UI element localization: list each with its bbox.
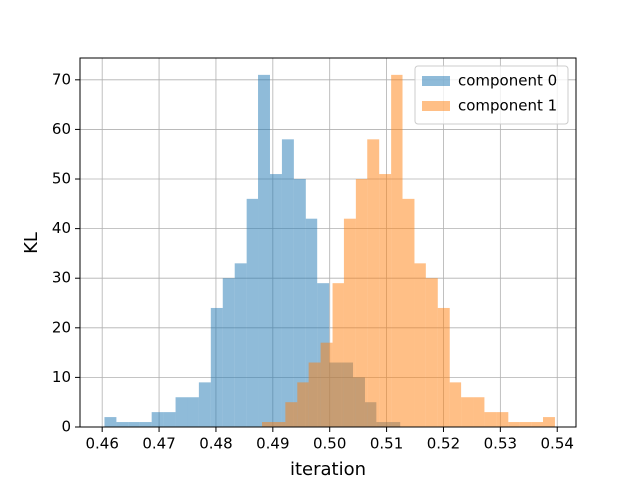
- histogram-bar: [175, 397, 188, 427]
- x-tick-label: 0.54: [541, 435, 574, 453]
- histogram-bar: [246, 198, 259, 427]
- histogram-bar: [519, 422, 532, 427]
- legend-swatch: [422, 101, 450, 111]
- legend-swatch: [422, 76, 450, 86]
- histogram-bar: [461, 397, 474, 427]
- histogram-bar: [139, 422, 152, 427]
- histogram-bar: [285, 402, 298, 427]
- histogram-bar: [355, 179, 368, 427]
- histogram-bar: [116, 422, 129, 427]
- histogram-bar: [273, 422, 286, 427]
- legend-label: component 0: [458, 72, 557, 90]
- histogram-bar: [234, 263, 247, 427]
- histogram-bar: [402, 198, 415, 427]
- y-tick-label: 10: [52, 368, 71, 386]
- histogram-bar: [269, 174, 282, 427]
- histogram-bar: [343, 218, 356, 427]
- x-axis-label: iteration: [290, 459, 366, 480]
- y-tick-label: 0: [61, 418, 71, 436]
- legend: component 0 component 1: [414, 65, 569, 125]
- histogram-bar: [305, 218, 318, 427]
- histogram-bar: [258, 74, 270, 427]
- histogram-bar: [293, 179, 306, 427]
- y-tick-label: 50: [52, 170, 71, 188]
- histogram-bar: [297, 382, 309, 427]
- histogram-bar: [222, 278, 235, 427]
- histogram-bar: [379, 174, 392, 427]
- histogram-bar: [163, 412, 176, 427]
- histogram-bar: [198, 382, 211, 427]
- histogram-bar: [391, 74, 403, 427]
- histogram-bar: [496, 412, 509, 427]
- x-tick-label: 0.46: [85, 435, 118, 453]
- histogram-bar: [449, 382, 462, 427]
- x-tick-label: 0.53: [484, 435, 517, 453]
- histogram-bar: [367, 139, 380, 427]
- y-tick-label: 30: [52, 269, 71, 287]
- histogram-bar: [104, 417, 117, 427]
- y-tick-label: 60: [52, 120, 71, 138]
- histogram-bar: [508, 422, 520, 427]
- histogram-bar: [437, 307, 450, 427]
- y-tick-label: 40: [52, 219, 71, 237]
- x-tick-label: 0.51: [370, 435, 403, 453]
- histogram-bar: [332, 283, 344, 427]
- histogram-bar: [484, 412, 497, 427]
- histogram-bar: [425, 278, 438, 427]
- plot-frame: [79, 57, 577, 428]
- y-tick-label: 70: [52, 70, 71, 88]
- x-tick-label: 0.49: [256, 435, 289, 453]
- histogram-bar: [210, 307, 223, 427]
- histogram-bar: [187, 397, 199, 427]
- x-tick-label: 0.47: [142, 435, 175, 453]
- legend-label: component 1: [458, 97, 557, 115]
- histogram-bar: [262, 422, 274, 427]
- histogram-bar: [320, 342, 333, 427]
- y-tick-label: 20: [52, 318, 71, 336]
- histogram-bar: [414, 263, 426, 427]
- x-tick-label: 0.48: [199, 435, 232, 453]
- y-axis-label: KL: [21, 232, 42, 254]
- histogram-bar: [543, 417, 555, 427]
- histogram-bar: [128, 422, 140, 427]
- x-tick-label: 0.50: [313, 435, 346, 453]
- histogram-bar: [151, 412, 164, 427]
- histogram-bar: [473, 397, 485, 427]
- histogram-bar: [531, 422, 544, 427]
- legend-box: [414, 65, 569, 125]
- x-tick-label: 0.52: [427, 435, 460, 453]
- histogram-bar: [308, 362, 321, 427]
- histogram-bar: [281, 139, 294, 427]
